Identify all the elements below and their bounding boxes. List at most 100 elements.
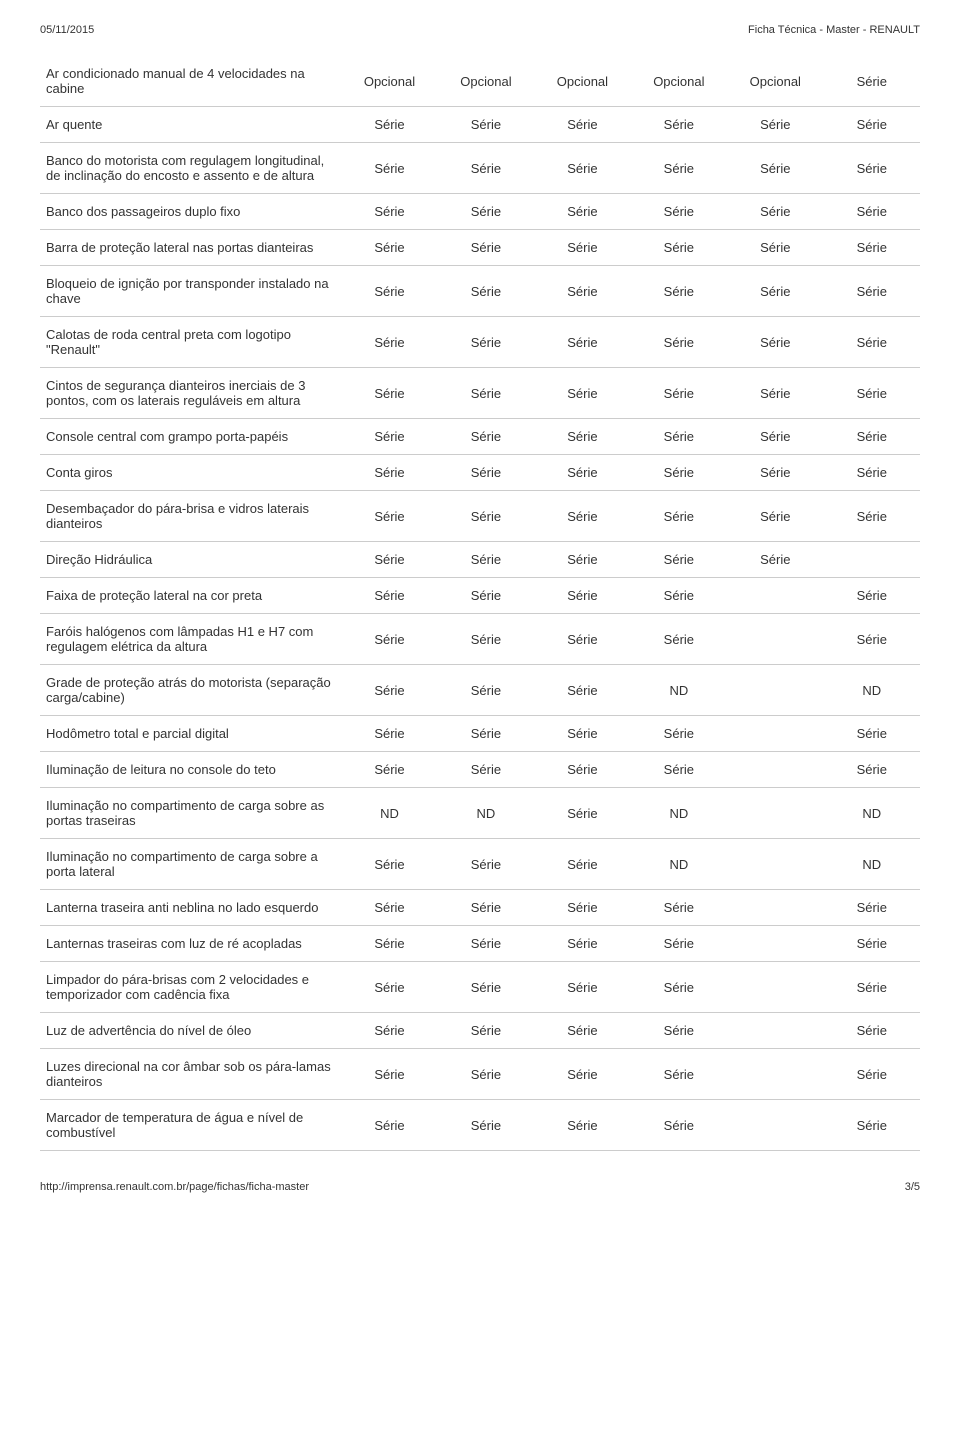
row-value: Série — [824, 578, 920, 614]
spec-table: Ar condicionado manual de 4 velocidades … — [40, 56, 920, 1151]
row-value: Série — [824, 962, 920, 1013]
row-value: Série — [534, 1013, 630, 1049]
table-row: Ar quenteSérieSérieSérieSérieSérieSérie — [40, 107, 920, 143]
table-row: Luzes direcional na cor âmbar sob os pár… — [40, 1049, 920, 1100]
row-label: Luzes direcional na cor âmbar sob os pár… — [40, 1049, 341, 1100]
row-label: Grade de proteção atrás do motorista (se… — [40, 665, 341, 716]
row-value: Opcional — [727, 56, 823, 107]
row-value: Série — [727, 143, 823, 194]
row-value: Série — [341, 143, 437, 194]
header-date: 05/11/2015 — [40, 24, 94, 36]
row-value: Série — [438, 578, 534, 614]
row-value: Série — [824, 143, 920, 194]
row-value: ND — [824, 665, 920, 716]
row-value: ND — [438, 788, 534, 839]
row-value: Série — [341, 266, 437, 317]
row-value: Série — [534, 542, 630, 578]
row-value: Série — [341, 542, 437, 578]
row-value: Série — [341, 1013, 437, 1049]
row-value: Série — [534, 143, 630, 194]
row-value: Série — [631, 317, 727, 368]
table-row: Desembaçador do pára-brisa e vidros late… — [40, 491, 920, 542]
row-value — [727, 926, 823, 962]
row-label: Barra de proteção lateral nas portas dia… — [40, 230, 341, 266]
row-value: Série — [341, 455, 437, 491]
table-row: Conta girosSérieSérieSérieSérieSérieSéri… — [40, 455, 920, 491]
row-value: Série — [534, 716, 630, 752]
row-value: Série — [341, 890, 437, 926]
row-label: Ar condicionado manual de 4 velocidades … — [40, 56, 341, 107]
table-row: Iluminação de leitura no console do teto… — [40, 752, 920, 788]
row-value: Série — [534, 107, 630, 143]
row-value — [824, 542, 920, 578]
table-row: Iluminação no compartimento de carga sob… — [40, 788, 920, 839]
row-label: Desembaçador do pára-brisa e vidros late… — [40, 491, 341, 542]
row-value: Série — [824, 752, 920, 788]
row-value: Série — [631, 926, 727, 962]
row-value: Série — [438, 716, 534, 752]
row-value: Série — [534, 665, 630, 716]
row-value: Série — [341, 614, 437, 665]
row-value — [727, 614, 823, 665]
row-value: Série — [727, 230, 823, 266]
row-value: Série — [438, 491, 534, 542]
row-value: Série — [341, 368, 437, 419]
row-label: Lanterna traseira anti neblina no lado e… — [40, 890, 341, 926]
row-value: Série — [727, 194, 823, 230]
row-label: Calotas de roda central preta com logoti… — [40, 317, 341, 368]
table-row: Faixa de proteção lateral na cor pretaSé… — [40, 578, 920, 614]
row-value: Série — [438, 665, 534, 716]
page-footer: http://imprensa.renault.com.br/page/fich… — [40, 1181, 920, 1193]
row-value: Série — [631, 890, 727, 926]
row-value: Série — [727, 542, 823, 578]
row-value: Série — [824, 317, 920, 368]
row-value: Série — [341, 1049, 437, 1100]
table-row: Grade de proteção atrás do motorista (se… — [40, 665, 920, 716]
footer-page: 3/5 — [905, 1181, 920, 1193]
row-label: Iluminação no compartimento de carga sob… — [40, 788, 341, 839]
row-value: ND — [631, 665, 727, 716]
row-value: Série — [631, 578, 727, 614]
row-value: Série — [534, 455, 630, 491]
row-value: Série — [727, 317, 823, 368]
header-title: Ficha Técnica - Master - RENAULT — [748, 24, 920, 36]
row-value: Série — [534, 1100, 630, 1151]
row-value: ND — [824, 839, 920, 890]
row-value — [727, 839, 823, 890]
row-value: Série — [824, 419, 920, 455]
row-value: Série — [534, 839, 630, 890]
row-value: Série — [341, 839, 437, 890]
row-value: Série — [534, 368, 630, 419]
table-row: Faróis halógenos com lâmpadas H1 e H7 co… — [40, 614, 920, 665]
row-label: Iluminação de leitura no console do teto — [40, 752, 341, 788]
row-value: Série — [631, 1013, 727, 1049]
row-label: Banco do motorista com regulagem longitu… — [40, 143, 341, 194]
table-row: Banco dos passageiros duplo fixoSérieSér… — [40, 194, 920, 230]
table-row: Hodômetro total e parcial digitalSérieSé… — [40, 716, 920, 752]
row-value: Série — [438, 317, 534, 368]
table-row: Limpador do pára-brisas com 2 velocidade… — [40, 962, 920, 1013]
row-value: Série — [534, 752, 630, 788]
row-value — [727, 752, 823, 788]
table-row: Barra de proteção lateral nas portas dia… — [40, 230, 920, 266]
table-row: Marcador de temperatura de água e nível … — [40, 1100, 920, 1151]
row-value: Série — [824, 266, 920, 317]
footer-url: http://imprensa.renault.com.br/page/fich… — [40, 1181, 309, 1193]
row-label: Iluminação no compartimento de carga sob… — [40, 839, 341, 890]
row-value: Série — [438, 542, 534, 578]
table-row: Ar condicionado manual de 4 velocidades … — [40, 56, 920, 107]
row-value: Série — [341, 578, 437, 614]
row-value: Série — [824, 194, 920, 230]
row-value: Série — [438, 1049, 534, 1100]
row-value: Série — [534, 266, 630, 317]
row-label: Marcador de temperatura de água e nível … — [40, 1100, 341, 1151]
row-value: Série — [824, 1013, 920, 1049]
row-label: Luz de advertência do nível de óleo — [40, 1013, 341, 1049]
row-value: Opcional — [341, 56, 437, 107]
row-value: Série — [341, 926, 437, 962]
row-value: Série — [341, 962, 437, 1013]
row-value: Série — [631, 614, 727, 665]
row-value: Série — [824, 56, 920, 107]
row-value: Série — [534, 788, 630, 839]
row-value: Série — [631, 194, 727, 230]
